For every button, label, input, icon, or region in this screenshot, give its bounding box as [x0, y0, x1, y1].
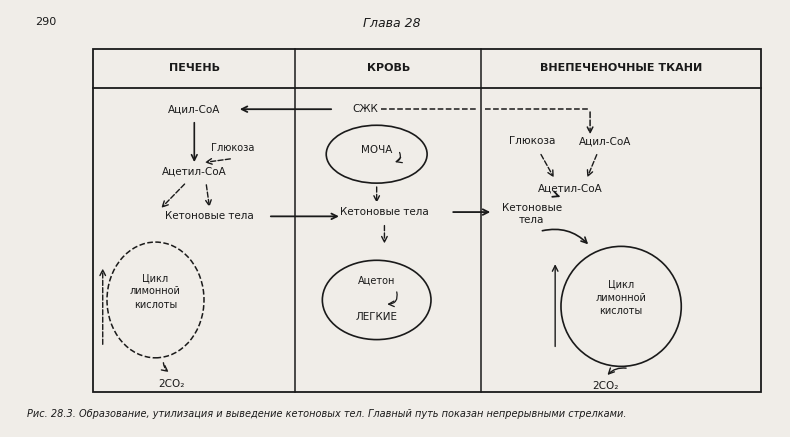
Text: Цикл
лимонной
кислоты: Цикл лимонной кислоты	[130, 273, 181, 309]
Text: Кетоновые
тела: Кетоновые тела	[502, 203, 562, 225]
Text: ВНЕПЕЧЕНОЧНЫЕ ТКАНИ: ВНЕПЕЧЕНОЧНЫЕ ТКАНИ	[540, 63, 702, 73]
Text: ЛЕГКИЕ: ЛЕГКИЕ	[356, 312, 397, 322]
Bar	[93, 49, 761, 392]
Text: 290: 290	[36, 17, 56, 27]
Text: Ацетил-СоА: Ацетил-СоА	[538, 184, 603, 194]
Text: КРОВЬ: КРОВЬ	[367, 63, 410, 73]
Text: МОЧА: МОЧА	[361, 145, 393, 155]
Text: ПЕЧЕНЬ: ПЕЧЕНЬ	[169, 63, 220, 73]
Text: Цикл
лимонной
кислоты: Цикл лимонной кислоты	[596, 280, 646, 316]
Text: Глава 28: Глава 28	[363, 17, 421, 30]
Text: Глюкоза: Глюкоза	[509, 136, 555, 146]
Text: Кетоновые тела: Кетоновые тела	[165, 212, 254, 222]
Text: Ацил-СоА: Ацил-СоА	[579, 136, 632, 146]
Text: 2CO₂: 2CO₂	[158, 378, 184, 388]
Text: Ацетон: Ацетон	[358, 276, 395, 286]
Text: 2CO₂: 2CO₂	[592, 381, 619, 391]
Text: Кетоновые тела: Кетоновые тела	[340, 207, 429, 217]
Text: СЖК: СЖК	[352, 104, 378, 114]
Text: Рис. 28.3. Образование, утилизация и выведение кетоновых тел. Главный путь показ: Рис. 28.3. Образование, утилизация и выв…	[28, 409, 627, 419]
Text: Ацетил-СоА: Ацетил-СоА	[162, 166, 227, 177]
Text: Ацил-СоА: Ацил-СоА	[168, 104, 220, 114]
Text: Глюкоза: Глюкоза	[212, 143, 255, 153]
